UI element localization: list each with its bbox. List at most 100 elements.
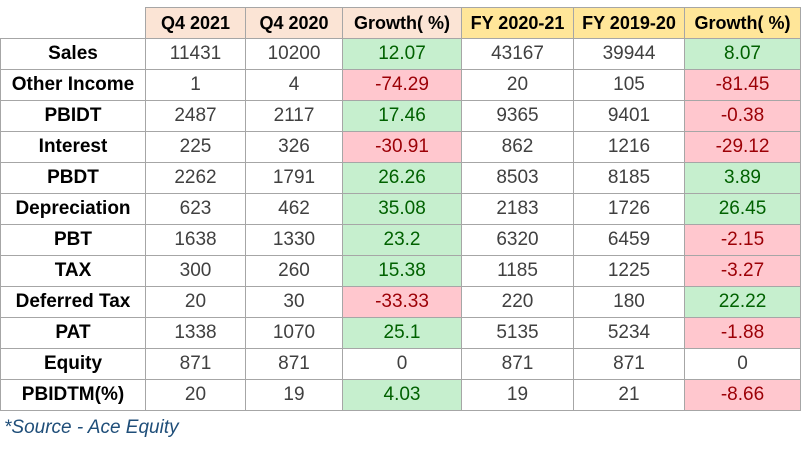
growth-cell: 15.38 [342,255,462,287]
growth-cell: 23.2 [342,224,462,256]
value-cell: 1070 [245,317,343,349]
value-cell: 5234 [573,317,685,349]
col-header-q4-2020: Q4 2020 [245,7,343,39]
value-cell: 871 [245,348,343,380]
growth-cell: 22.22 [684,286,801,318]
table-row: Sales 11431 10200 12.07 43167 39944 8.07 [0,38,801,70]
col-header-fy-2020-21: FY 2020-21 [461,7,574,39]
row-label: Deferred Tax [0,286,146,318]
value-cell: 6459 [573,224,685,256]
table-row: TAX 300 260 15.38 1185 1225 -3.27 [0,255,801,287]
value-cell: 2183 [461,193,574,225]
value-cell: 19 [245,379,343,411]
value-cell: 1225 [573,255,685,287]
value-cell: 20 [145,286,246,318]
value-cell: 180 [573,286,685,318]
growth-cell: 0 [342,348,462,380]
growth-cell: -74.29 [342,69,462,101]
value-cell: 326 [245,131,343,163]
value-cell: 8185 [573,162,685,194]
row-label: PBT [0,224,146,256]
value-cell: 1330 [245,224,343,256]
value-cell: 260 [245,255,343,287]
value-cell: 220 [461,286,574,318]
value-cell: 1726 [573,193,685,225]
financial-table-container: Q4 2021 Q4 2020 Growth( %) FY 2020-21 FY… [0,7,801,411]
value-cell: 862 [461,131,574,163]
growth-cell: -2.15 [684,224,801,256]
value-cell: 20 [461,69,574,101]
financial-results-table: Q4 2021 Q4 2020 Growth( %) FY 2020-21 FY… [0,7,801,411]
value-cell: 1216 [573,131,685,163]
value-cell: 4 [245,69,343,101]
col-header-fy-2019-20: FY 2019-20 [573,7,685,39]
table-row: Interest 225 326 -30.91 862 1216 -29.12 [0,131,801,163]
header-row: Q4 2021 Q4 2020 Growth( %) FY 2020-21 FY… [0,7,801,39]
row-label: PBIDT [0,100,146,132]
corner-cell [0,7,146,39]
row-label: Depreciation [0,193,146,225]
value-cell: 1185 [461,255,574,287]
value-cell: 871 [461,348,574,380]
value-cell: 300 [145,255,246,287]
value-cell: 623 [145,193,246,225]
growth-cell: 0 [684,348,801,380]
value-cell: 105 [573,69,685,101]
row-label: PBIDTM(%) [0,379,146,411]
growth-cell: 4.03 [342,379,462,411]
value-cell: 871 [145,348,246,380]
row-label: PBDT [0,162,146,194]
table-row: Equity 871 871 0 871 871 0 [0,348,801,380]
value-cell: 11431 [145,38,246,70]
row-label: TAX [0,255,146,287]
growth-cell: 3.89 [684,162,801,194]
table-row: PBIDT 2487 2117 17.46 9365 9401 -0.38 [0,100,801,132]
value-cell: 39944 [573,38,685,70]
growth-cell: -8.66 [684,379,801,411]
value-cell: 1791 [245,162,343,194]
growth-cell: -30.91 [342,131,462,163]
table-body: Sales 11431 10200 12.07 43167 39944 8.07 Other … [0,38,801,411]
growth-cell: 17.46 [342,100,462,132]
growth-cell: -0.38 [684,100,801,132]
table-row: PBT 1638 1330 23.2 6320 6459 -2.15 [0,224,801,256]
growth-cell: -1.88 [684,317,801,349]
growth-cell: -33.33 [342,286,462,318]
value-cell: 43167 [461,38,574,70]
value-cell: 2262 [145,162,246,194]
value-cell: 2117 [245,100,343,132]
growth-cell: 12.07 [342,38,462,70]
value-cell: 8503 [461,162,574,194]
value-cell: 21 [573,379,685,411]
value-cell: 6320 [461,224,574,256]
value-cell: 20 [145,379,246,411]
growth-cell: 26.26 [342,162,462,194]
growth-cell: -3.27 [684,255,801,287]
col-header-q4-2021: Q4 2021 [145,7,246,39]
growth-cell: 35.08 [342,193,462,225]
growth-cell: 25.1 [342,317,462,349]
table-row: Deferred Tax 20 30 -33.33 220 180 22.22 [0,286,801,318]
value-cell: 5135 [461,317,574,349]
value-cell: 30 [245,286,343,318]
table-row: Other Income 1 4 -74.29 20 105 -81.45 [0,69,801,101]
row-label: Sales [0,38,146,70]
value-cell: 1338 [145,317,246,349]
table-row: PAT 1338 1070 25.1 5135 5234 -1.88 [0,317,801,349]
table-row: PBDT 2262 1791 26.26 8503 8185 3.89 [0,162,801,194]
col-header-quarter-growth: Growth( %) [342,7,462,39]
value-cell: 1638 [145,224,246,256]
growth-cell: 8.07 [684,38,801,70]
table-row: Depreciation 623 462 35.08 2183 1726 26.45 [0,193,801,225]
growth-cell: 26.45 [684,193,801,225]
value-cell: 10200 [245,38,343,70]
value-cell: 1 [145,69,246,101]
source-note: *Source - Ace Equity [4,417,179,438]
col-header-fy-growth: Growth( %) [684,7,801,39]
row-label: Interest [0,131,146,163]
value-cell: 462 [245,193,343,225]
growth-cell: -81.45 [684,69,801,101]
value-cell: 225 [145,131,246,163]
value-cell: 871 [573,348,685,380]
row-label: Equity [0,348,146,380]
